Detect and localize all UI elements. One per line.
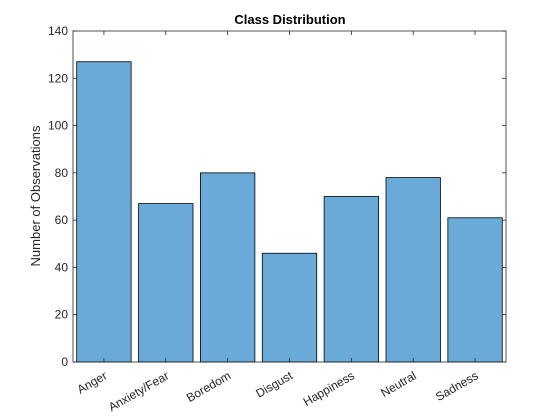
bar-happiness [323,196,379,363]
x-tick-label: Neutral [378,368,419,399]
bar-boredom [200,172,256,363]
y-tick-label: 60 [55,213,69,227]
y-tick-label: 40 [55,260,69,274]
x-tick-label: Boredom [184,368,233,404]
y-tick-label: 120 [48,71,68,85]
x-tick-label: Disgust [253,368,295,400]
x-tick-label: Anxiety/Fear [106,368,171,414]
y-tick-label: 100 [48,119,68,133]
bars-group [76,61,503,363]
bar-anger [76,61,132,363]
x-tick-label: Happiness [301,368,357,408]
x-tick-label: Anger [75,368,110,396]
chart-title: Class Distribution [234,12,345,27]
y-axis-label: Number of Observations [28,125,43,266]
y-tick-label: 140 [48,24,68,38]
bar-disgust [261,252,318,363]
x-tick-label: Sadness [433,368,480,403]
y-tick-label: 80 [55,166,69,180]
bar-sadness [447,217,503,363]
y-tick-label: 0 [61,355,68,369]
y-tick-label: 20 [55,308,69,322]
bar-anxiety-fear [138,203,194,363]
bar-neutral [385,177,441,363]
